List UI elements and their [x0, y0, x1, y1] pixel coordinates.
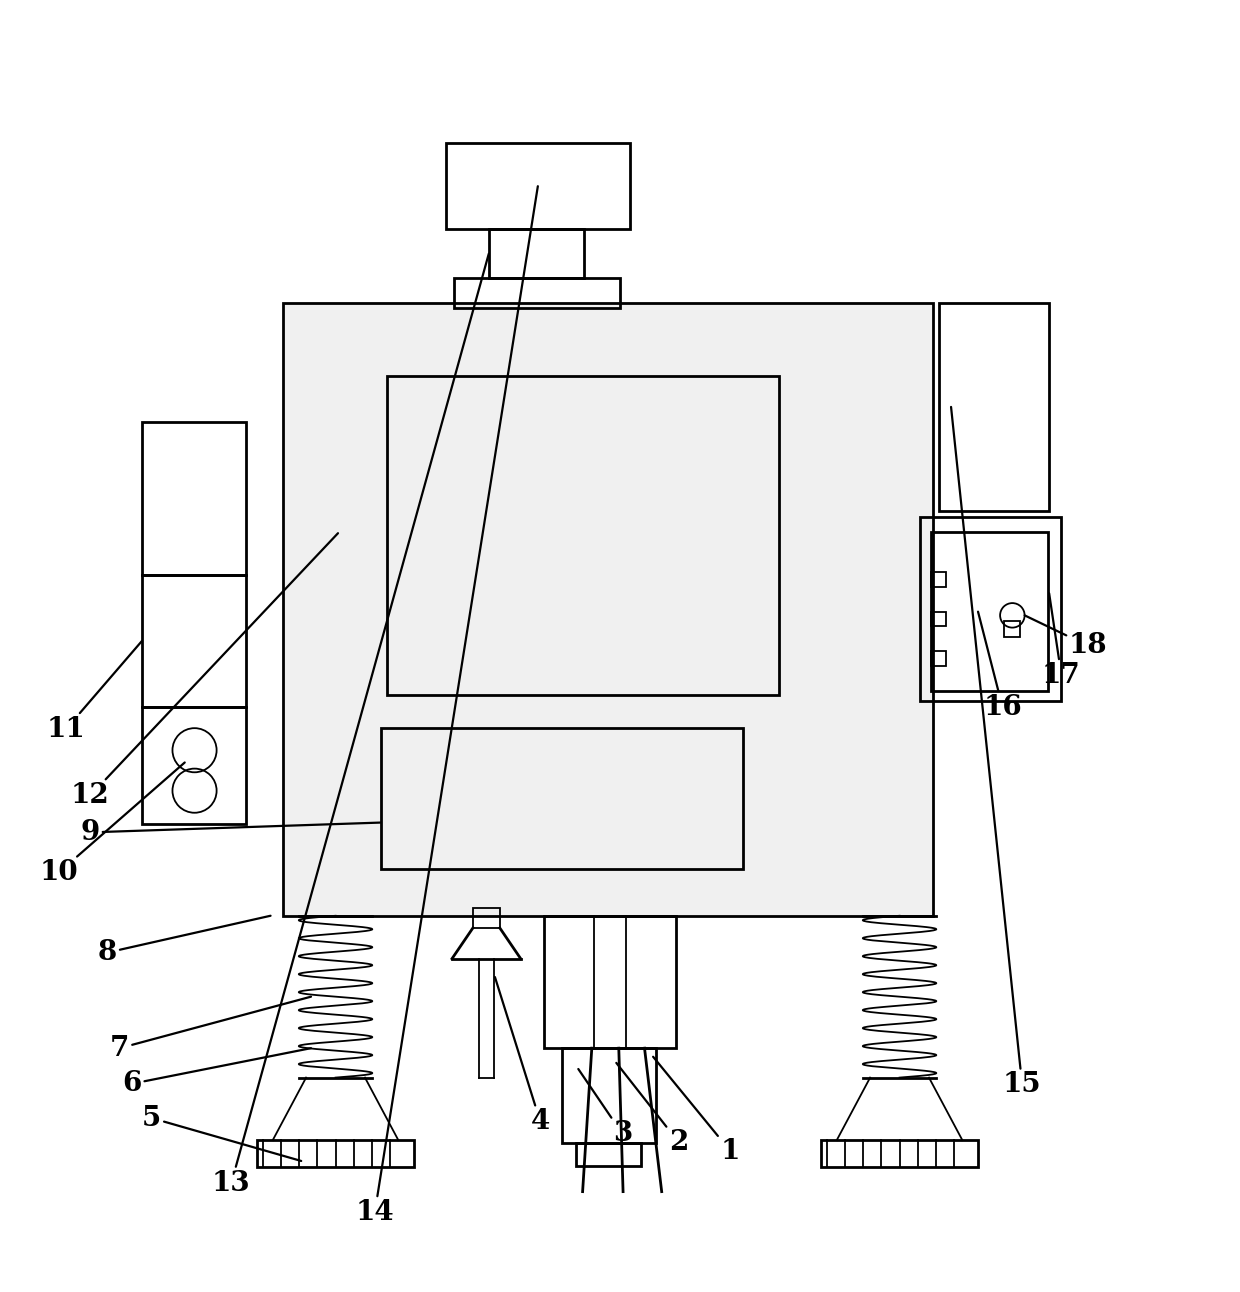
Text: 14: 14 — [356, 186, 538, 1226]
Bar — [455, 278, 620, 307]
Bar — [141, 575, 246, 707]
Bar — [387, 376, 780, 695]
Bar — [821, 1140, 978, 1167]
Text: 8: 8 — [98, 916, 270, 966]
Bar — [931, 651, 946, 665]
Text: 16: 16 — [978, 611, 1022, 721]
Text: 17: 17 — [1042, 593, 1081, 689]
Bar — [489, 229, 584, 278]
Text: 6: 6 — [123, 1048, 311, 1097]
Bar — [563, 1048, 656, 1142]
Bar — [141, 421, 246, 575]
Bar — [381, 729, 743, 870]
Text: 3: 3 — [578, 1068, 632, 1147]
Bar — [544, 916, 676, 1048]
Bar — [931, 532, 1048, 691]
Text: 2: 2 — [616, 1063, 688, 1156]
Text: 1: 1 — [653, 1057, 740, 1164]
Bar — [575, 1142, 641, 1165]
Text: 5: 5 — [143, 1105, 301, 1162]
Text: 9: 9 — [81, 819, 381, 846]
Bar — [257, 1140, 414, 1167]
Bar — [939, 302, 1049, 512]
Text: 13: 13 — [212, 253, 489, 1196]
Text: 15: 15 — [951, 407, 1042, 1098]
Text: 7: 7 — [110, 996, 311, 1062]
Text: 4: 4 — [495, 977, 549, 1136]
Text: 11: 11 — [46, 641, 141, 743]
Bar — [283, 302, 932, 916]
Bar — [931, 572, 946, 587]
Bar — [472, 908, 500, 928]
Bar — [1003, 621, 1019, 637]
Text: 10: 10 — [40, 762, 185, 886]
Bar — [931, 611, 946, 627]
Bar — [446, 143, 630, 229]
Text: 18: 18 — [1024, 615, 1107, 659]
Text: 12: 12 — [71, 534, 339, 809]
Bar — [920, 517, 1061, 702]
Bar — [141, 707, 246, 824]
